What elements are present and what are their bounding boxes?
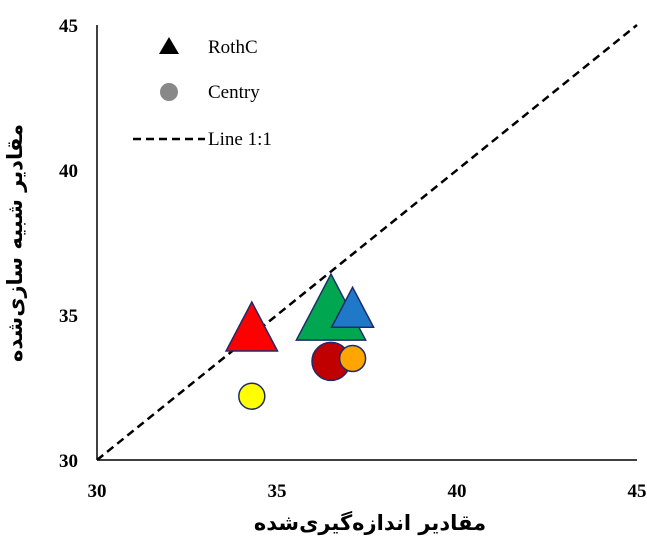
y-tick-label: 35 xyxy=(59,306,78,327)
legend-circle-icon xyxy=(160,83,178,101)
y-tick-label: 45 xyxy=(59,16,78,37)
tick-labels: 30 35 40 45 30 35 40 45 xyxy=(59,16,647,502)
legend: RothC Centry Line 1:1 xyxy=(133,37,272,150)
x-tick-label: 40 xyxy=(448,481,467,502)
data-points xyxy=(224,272,375,410)
x-tick-label: 45 xyxy=(628,481,647,502)
centry-point xyxy=(338,344,367,373)
legend-label: Centry xyxy=(208,82,260,103)
x-axis-title: مقادیر اندازه‌گیری‌شده xyxy=(254,510,486,535)
y-axis-title: مقادیر شبیه سازی‌شده xyxy=(3,124,27,362)
rothc-point xyxy=(224,300,279,352)
legend-label: RothC xyxy=(208,37,258,58)
line-1-1 xyxy=(96,24,638,461)
rothc-point xyxy=(330,285,375,329)
x-tick-label: 35 xyxy=(268,481,287,502)
centry-point xyxy=(238,382,266,410)
y-tick-label: 40 xyxy=(59,161,78,182)
axes xyxy=(96,25,637,461)
legend-label: Line 1:1 xyxy=(208,129,272,150)
x-tick-label: 30 xyxy=(88,481,107,502)
y-tick-label: 30 xyxy=(59,451,78,472)
legend-triangle-icon xyxy=(159,37,179,54)
